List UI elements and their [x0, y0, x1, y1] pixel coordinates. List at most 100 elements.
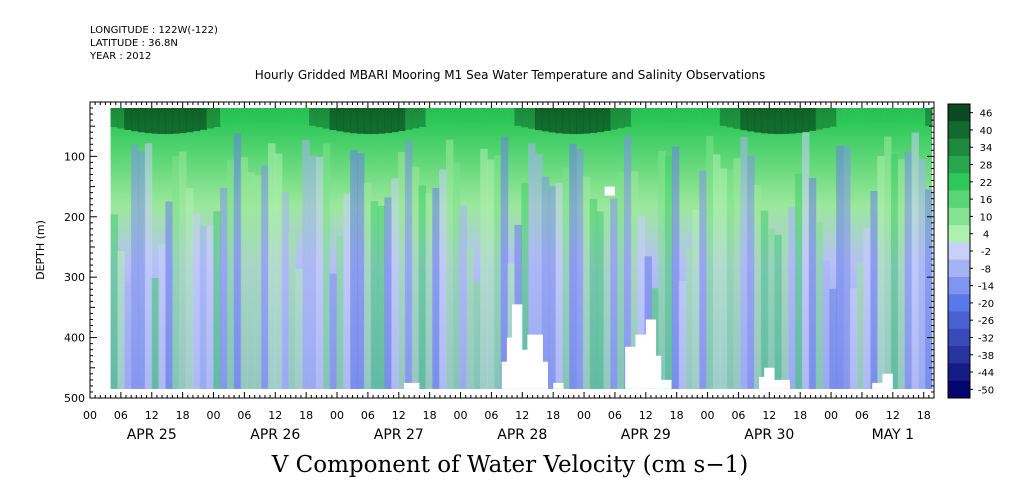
surface-band-cell	[329, 108, 338, 131]
surface-band-cell	[733, 108, 741, 129]
surface-band-cell	[630, 108, 639, 126]
x-hour-tick-label: 12	[268, 409, 282, 422]
surface-band-cell	[411, 108, 420, 129]
velocity-column	[302, 139, 310, 389]
velocity-column	[500, 136, 509, 389]
surface-band-cell	[808, 108, 817, 131]
colorbar-swatch	[948, 225, 970, 243]
x-date-label: APR 28	[497, 427, 547, 443]
surface-band-cell	[740, 108, 748, 131]
x-hour-tick-label: 06	[855, 409, 869, 422]
x-hour-tick-label: 18	[299, 409, 313, 422]
surface-band-cell	[863, 108, 871, 121]
surface-band-cell	[432, 108, 440, 125]
year-label: YEAR : 2012	[90, 51, 152, 62]
velocity-column	[877, 156, 885, 389]
velocity-column	[261, 165, 269, 389]
colorbar-swatch	[948, 259, 970, 278]
colorbar-label: -32	[978, 333, 994, 344]
velocity-column	[576, 148, 584, 389]
surface-band-cell	[925, 108, 933, 127]
surface-band-cell	[795, 108, 803, 133]
surface-band-cell	[199, 108, 208, 130]
surface-band-cell	[213, 108, 221, 127]
velocity-column	[767, 228, 776, 389]
surface-band-cell	[801, 108, 810, 132]
colorbar-swatch	[948, 207, 970, 226]
velocity-column	[363, 183, 372, 389]
velocity-column	[596, 211, 605, 389]
velocity-column	[268, 143, 276, 389]
surface-band-cell	[712, 108, 721, 125]
velocity-column	[671, 146, 680, 389]
velocity-column	[391, 178, 399, 389]
velocity-column	[801, 132, 810, 389]
surface-band-cell	[610, 108, 618, 130]
velocity-column	[870, 190, 878, 389]
surface-band-cell	[617, 108, 625, 129]
x-date-label: APR 26	[250, 427, 300, 443]
velocity-column	[528, 143, 536, 389]
surface-band-cell	[760, 108, 769, 134]
missing-data-region	[553, 382, 564, 389]
surface-band-cell	[719, 108, 728, 126]
x-hour-tick-label: 18	[176, 409, 190, 422]
velocity-column	[733, 158, 741, 389]
surface-band-cell	[302, 108, 310, 125]
velocity-column	[411, 166, 420, 389]
surface-band-cell	[548, 108, 557, 133]
colorbar-swatch	[948, 121, 970, 139]
velocity-column	[665, 156, 673, 389]
colorbar-label: 10	[980, 212, 993, 223]
velocity-column	[692, 209, 700, 389]
variable-title: V Component of Water Velocity (cm s−1)	[271, 452, 749, 478]
x-hour-tick-label: 12	[639, 409, 653, 422]
surface-band-cell	[726, 108, 735, 128]
surface-band-cell	[350, 108, 358, 134]
surface-band-cell	[466, 108, 474, 121]
velocity-column	[192, 213, 201, 389]
velocity-column	[179, 151, 187, 389]
missing-data-region	[501, 304, 548, 389]
x-hour-tick-label: 00	[577, 409, 591, 422]
surface-band-cell	[514, 108, 522, 126]
surface-band-cell	[747, 108, 755, 132]
surface-band-cell	[322, 108, 331, 129]
colorbar-swatch	[948, 138, 970, 157]
x-hour-tick-label: 06	[731, 409, 745, 422]
surface-band-cell	[315, 108, 324, 128]
velocity-column	[439, 169, 447, 389]
surface-band-cell	[158, 108, 166, 135]
surface-band-cell	[918, 108, 926, 125]
surface-band-cell	[665, 108, 673, 121]
velocity-column	[904, 151, 913, 389]
velocity-column	[117, 250, 125, 389]
surface-band-cell	[206, 108, 214, 129]
surface-band-cell	[507, 108, 516, 125]
surface-band-cell	[384, 108, 392, 134]
surface-band-cell	[637, 108, 646, 124]
surface-band-cell	[562, 108, 570, 134]
surface-band-cell	[589, 108, 598, 133]
velocity-column	[712, 154, 721, 389]
velocity-column	[240, 157, 249, 389]
velocity-column	[357, 153, 365, 389]
velocity-column	[370, 201, 379, 389]
surface-band-cell	[240, 108, 249, 122]
surface-band-cell	[391, 108, 399, 133]
axes: 00 06 12 18 00 06 12 18 00 06 12 18 00 06 12 18 00 06 12 18…	[34, 101, 935, 443]
velocity-column	[589, 198, 598, 389]
x-hour-tick-label: 06	[361, 409, 375, 422]
velocity-column	[603, 211, 611, 389]
surface-band-cell	[398, 108, 406, 132]
velocity-column	[131, 144, 139, 389]
velocity-column	[623, 135, 632, 389]
velocity-column	[350, 150, 358, 389]
missing-data-region	[625, 319, 672, 389]
colorbar-label: 16	[980, 195, 993, 206]
velocity-column	[158, 243, 166, 389]
x-hour-tick-label: 12	[762, 409, 776, 422]
surface-band-cell	[911, 108, 919, 124]
surface-band-cell	[459, 108, 468, 121]
x-hour-tick-label: 18	[917, 409, 931, 422]
